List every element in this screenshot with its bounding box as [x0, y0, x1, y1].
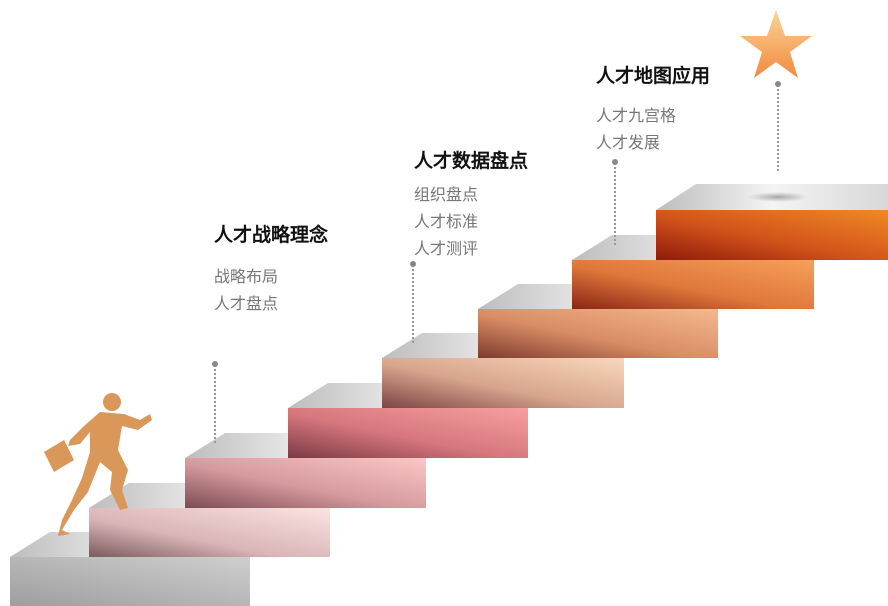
dot — [410, 261, 416, 267]
star-icon — [740, 10, 812, 78]
step — [10, 557, 250, 606]
step — [572, 260, 814, 309]
step — [288, 408, 528, 458]
stage-item: 组织盘点 — [414, 185, 479, 204]
stage-item: 人才发展 — [596, 133, 661, 152]
runner-icon — [44, 393, 152, 536]
shadow — [748, 192, 808, 202]
stage-title: 人才战略理念 — [214, 224, 329, 246]
dot — [612, 159, 618, 165]
step — [185, 458, 426, 508]
dot — [775, 81, 781, 87]
stage-item: 战略布局 — [214, 267, 279, 286]
step — [656, 210, 888, 260]
step — [89, 508, 330, 557]
connector-dots — [212, 81, 781, 367]
stage-item: 人才九宫格 — [596, 106, 677, 125]
step — [478, 309, 718, 358]
steps — [10, 184, 888, 606]
dot — [212, 361, 218, 367]
stage-item: 人才测评 — [414, 239, 479, 258]
stage-item: 人才盘点 — [214, 294, 279, 313]
stage-title: 人才数据盘点 — [414, 150, 529, 172]
stage-item: 人才标准 — [414, 212, 479, 231]
stage-items: 战略布局 人才盘点 — [214, 263, 278, 317]
stage-title: 人才地图应用 — [596, 65, 711, 87]
stage-items: 组织盘点 人才标准 人才测评 — [414, 181, 478, 262]
stage-items: 人才九宫格 人才发展 — [596, 102, 676, 156]
connectors — [214, 85, 779, 445]
step — [382, 358, 624, 408]
